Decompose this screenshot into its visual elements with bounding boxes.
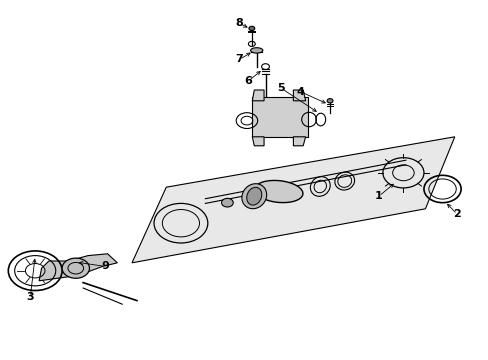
Circle shape xyxy=(62,258,89,278)
Text: 2: 2 xyxy=(452,209,460,219)
Text: 6: 6 xyxy=(244,76,252,86)
Polygon shape xyxy=(293,90,305,101)
Text: 8: 8 xyxy=(235,18,243,28)
Circle shape xyxy=(221,198,233,207)
Polygon shape xyxy=(252,90,264,101)
Text: 9: 9 xyxy=(101,261,109,271)
Ellipse shape xyxy=(242,184,266,209)
Text: 5: 5 xyxy=(277,83,285,93)
Text: 3: 3 xyxy=(26,292,34,302)
Polygon shape xyxy=(251,97,307,137)
Polygon shape xyxy=(293,137,305,146)
Circle shape xyxy=(326,99,332,103)
Polygon shape xyxy=(132,137,454,263)
Text: 1: 1 xyxy=(374,191,382,201)
Text: 4: 4 xyxy=(296,87,304,97)
Polygon shape xyxy=(252,137,264,146)
Polygon shape xyxy=(39,254,117,281)
Text: 7: 7 xyxy=(235,54,243,64)
Ellipse shape xyxy=(250,48,263,53)
Ellipse shape xyxy=(254,180,303,203)
Circle shape xyxy=(248,26,254,31)
Ellipse shape xyxy=(246,187,261,205)
